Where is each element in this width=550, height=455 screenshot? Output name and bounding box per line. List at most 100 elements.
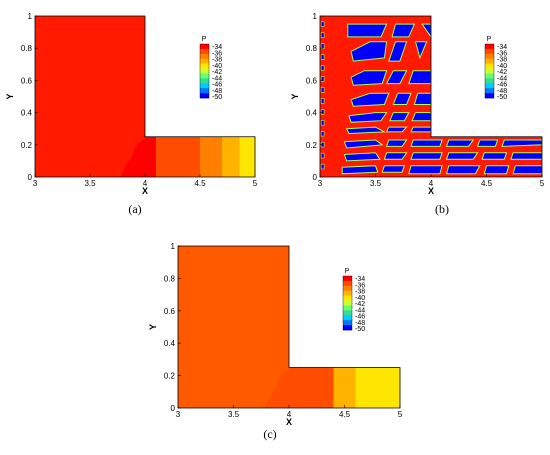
field-low-pressure-block [445,152,479,160]
x-tick-label: 3 [318,179,323,188]
legend-label: -34 [212,44,222,51]
legend-frame [199,43,210,99]
field-low-pressure-block [411,112,432,122]
y-tick-label: 0.8 [306,44,318,53]
x-tick-label: 3.5 [228,410,240,419]
legend-swatch [200,44,209,50]
legend-label: -48 [355,320,365,327]
field-low-pressure-block [392,92,412,105]
x-tick-label: 4 [287,410,292,419]
legend-swatch [200,58,209,64]
panel-b-caption: (b) [435,202,449,216]
x-tick-label: 5 [398,410,403,419]
field-low-pressure-block [410,139,443,147]
x-tick-label: 3 [33,179,38,188]
field-low-pressure-block [343,139,384,149]
legend-swatch [485,88,494,94]
y-tick-label: 1 [313,12,318,21]
x-tick-label: 4.5 [339,410,351,419]
legend-label: -38 [355,289,365,296]
field-edge-block [320,130,325,137]
legend: P -34-36-38-40-42-44-46-48-50 [199,36,222,101]
legend-label: -46 [212,82,222,89]
field-edge-block [320,43,325,49]
legend-swatch [200,53,209,60]
field-low-pressure-block [410,152,443,160]
legend-label: -38 [212,57,222,64]
y-tick-label: 0.8 [164,274,176,283]
legend-label: -36 [212,50,222,57]
legend-swatch [485,73,494,79]
field-low-pressure-block [383,152,408,160]
y-tick-label: 0.2 [21,141,33,150]
y-tick-label: 1 [171,242,176,251]
field-edge-block [320,152,325,159]
field-low-pressure-block [483,165,510,175]
legend-swatch [485,68,494,74]
legend-swatch [485,63,494,69]
legend-label: -50 [355,326,365,333]
legend-label: -42 [355,301,365,308]
legend-label: -44 [355,307,365,314]
y-tick-label: 0.6 [164,307,176,316]
field-low-pressure-block [347,23,388,38]
legend-swatch [200,88,209,94]
y-tick-label: 0.2 [306,141,318,150]
x-tick-label: 3.5 [370,179,382,188]
legend-label: -50 [212,94,222,101]
legend-swatch [343,325,352,331]
field-low-pressure-block [381,165,406,173]
legend-title: P [487,36,492,43]
field-low-pressure-block [408,70,432,85]
legend-swatch [485,53,494,60]
legend-swatch [343,295,352,301]
field-low-pressure-block [389,112,410,122]
field-band [355,367,401,408]
field-band [289,367,310,408]
legend-label: -34 [497,44,507,51]
y-axis-label: Y [290,93,300,99]
legend-label: -42 [212,69,222,76]
legend-swatch [485,44,494,50]
field-vertical-channel [35,16,145,177]
legend-swatch [485,78,494,84]
panel-b-plot: 3 3.5 4 4.5 500.20.40.60.81XYP-34-36-38-40-4… [290,12,545,196]
field-corner-transition [120,138,151,177]
legend-label: -50 [497,94,507,101]
legend-swatch [343,315,352,321]
field-low-pressure-block [345,126,387,135]
legend-swatch [200,83,209,89]
field-low-pressure-block [414,41,428,60]
field-low-pressure-block [350,70,388,86]
field-band [200,136,223,177]
legend-swatch [343,305,352,311]
legend-label: -38 [497,57,507,64]
field-low-pressure-block [385,126,408,133]
field-edge-block [320,98,325,104]
field-band [333,367,356,408]
panel-b: 3 3.5 4 4.5 5 0 0.2 0.4 0.6 0.8 1 X Y P -34 -36 -38 -40 -4… [275,0,550,230]
field-edge-block [320,163,325,170]
x-tick-label: 4.5 [194,179,206,188]
legend-swatch [485,93,494,99]
legend-title: P [345,268,350,275]
x-tick-label: 3.5 [84,179,96,188]
legend-label: -40 [497,63,507,70]
legend-swatch [485,58,494,64]
field-low-pressure-block [501,139,543,147]
legend-label: -36 [497,50,507,57]
x-axis-label: X [428,186,434,196]
field-edge-block [320,32,325,38]
legend-label: -42 [497,69,507,76]
legend-swatch [485,48,494,55]
field-edge-block [320,109,325,115]
legend-label: -46 [355,314,365,321]
y-tick-label: 0.6 [21,76,33,85]
legend-swatch [343,285,352,292]
x-tick-label: 4 [143,179,148,188]
y-tick-label: 0.4 [306,109,318,118]
field-low-pressure-block [385,139,408,147]
field-low-pressure-block [476,139,499,147]
field-band [145,136,157,177]
panel-a-plot: 3 3.5 4 4.5 500.20.40.60.81XYP-34-36-38-40-4… [5,12,258,196]
